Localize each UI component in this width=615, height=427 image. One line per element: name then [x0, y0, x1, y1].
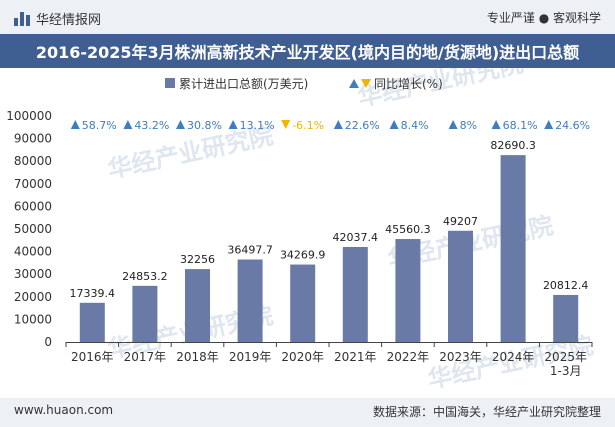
top-bar: 华经情报网 专业严谨 ● 客观科学 [0, 0, 615, 34]
growth-up-triangle-icon [544, 120, 554, 129]
growth-up-triangle-icon [333, 120, 343, 129]
bar [132, 285, 158, 342]
y-tick-label: 100000 [6, 109, 52, 123]
bar-value-label: 24853.2 [122, 270, 168, 283]
y-tick-label: 40000 [14, 245, 52, 259]
x-axis: 2016年 2017年 2018年 2019年 2020年 2021年 2022年 2023年… [65, 342, 593, 378]
y-axis: 0 10000 20000 30000 40000 50000 60000 70000 8000… [6, 109, 52, 349]
legend-down-triangle-icon [361, 79, 371, 88]
growth-up-triangle-icon [123, 120, 133, 129]
legend-bar-swatch [165, 78, 175, 88]
growth-value-label: 68.1% [503, 119, 538, 132]
bar [342, 246, 368, 342]
y-tick-label: 20000 [14, 290, 52, 304]
x-tick-label: 2024年 [492, 350, 535, 364]
y-tick-label: 0 [44, 335, 52, 349]
growth-value-label: 13.1% [240, 119, 275, 132]
legend-bar-label: 累计进出口总额(万美元) [179, 77, 308, 91]
bar-value-label: 17339.4 [70, 287, 116, 300]
growth-value-label: 8.4% [401, 119, 429, 132]
bars: 17339.4 24853.2 32256 36497.7 34269.9 42037.4… [70, 139, 589, 342]
bar-value-label: 42037.4 [333, 231, 379, 244]
bar [185, 269, 210, 342]
y-tick-label: 80000 [14, 154, 52, 168]
growth-up-triangle-icon [448, 120, 458, 129]
growth-down-triangle-icon [281, 120, 291, 129]
x-tick-label: 2021年 [334, 350, 377, 364]
bar [290, 264, 316, 342]
brand-name: 华经情报网 [36, 13, 102, 28]
bar [553, 294, 579, 342]
x-tick-label: 2025年 1-3月 [544, 350, 587, 378]
bar-value-label: 45560.3 [385, 223, 431, 236]
tagline: 专业严谨 ● 客观科学 [486, 11, 601, 25]
growth-up-triangle-icon [176, 120, 185, 129]
bar-value-label: 36497.7 [227, 244, 273, 257]
growth-value-label: 8% [460, 119, 477, 132]
footer-bar: www.huaon.com 数据来源：中国海关，华经产业研究院整理 [0, 398, 615, 427]
growth-value-label: -6.1% [292, 119, 324, 132]
bar [395, 239, 421, 342]
bar-value-label: 32256 [180, 253, 215, 266]
bar-logo-icon [14, 11, 30, 26]
bar [500, 155, 526, 342]
x-tick-label: 2016年 [71, 350, 114, 364]
data-source: 数据来源：中国海关，华经产业研究院整理 [372, 405, 601, 419]
brand-logo: 华经情报网 [14, 9, 101, 28]
bar-value-label: 49207 [443, 215, 478, 228]
x-tick-label: 2019年 [229, 350, 272, 364]
chart-canvas: 华经产业研究院华经产业研究院华经产业研究院华经产业研究院华经产业研究院 累计进出… [6, 68, 595, 394]
growth-value-label: 43.2% [134, 119, 169, 132]
growth-up-triangle-icon [491, 120, 501, 129]
bar [79, 302, 105, 342]
bar [237, 259, 263, 342]
bar-value-label: 82690.3 [490, 139, 536, 152]
growth-value-label: 22.6% [345, 119, 380, 132]
bar [448, 230, 473, 342]
growth-value-label: 58.7% [82, 119, 117, 132]
x-tick-label: 2018年 [176, 350, 219, 364]
growth-value-label: 24.6% [555, 119, 590, 132]
growth-value-label: 30.8% [187, 119, 222, 132]
bar-value-label: 34269.9 [280, 249, 326, 262]
website-link[interactable]: www.huaon.com [14, 403, 114, 417]
y-tick-label: 30000 [14, 267, 52, 281]
growth-up-triangle-icon [228, 120, 238, 129]
legend-growth-label: 同比增长(%) [374, 77, 443, 91]
chart-title: 2016-2025年3月株洲高新技术产业开发区(境内目的地/货源地)进出口总额 [0, 34, 615, 68]
y-tick-label: 90000 [14, 132, 52, 146]
y-tick-label: 60000 [14, 199, 52, 213]
x-tick-label: 2017年 [124, 350, 167, 364]
x-tick-label: 2022年 [387, 350, 430, 364]
growth-up-triangle-icon [389, 120, 399, 129]
growth-up-triangle-icon [70, 120, 80, 129]
y-tick-label: 70000 [14, 177, 52, 191]
x-tick-label: 2023年 [439, 350, 482, 364]
legend-up-triangle-icon [349, 79, 359, 88]
legend: 累计进出口总额(万美元) 同比增长(%) [165, 77, 443, 91]
y-tick-label: 50000 [14, 222, 52, 236]
x-tick-label: 2020年 [281, 350, 324, 364]
y-tick-label: 10000 [14, 312, 52, 326]
growth-row: 58.7% 43.2% 30.8% 13.1% -6.1% 22.6% 8.4% 8% 68.1… [70, 119, 590, 132]
bar-value-label: 20812.4 [543, 279, 589, 292]
